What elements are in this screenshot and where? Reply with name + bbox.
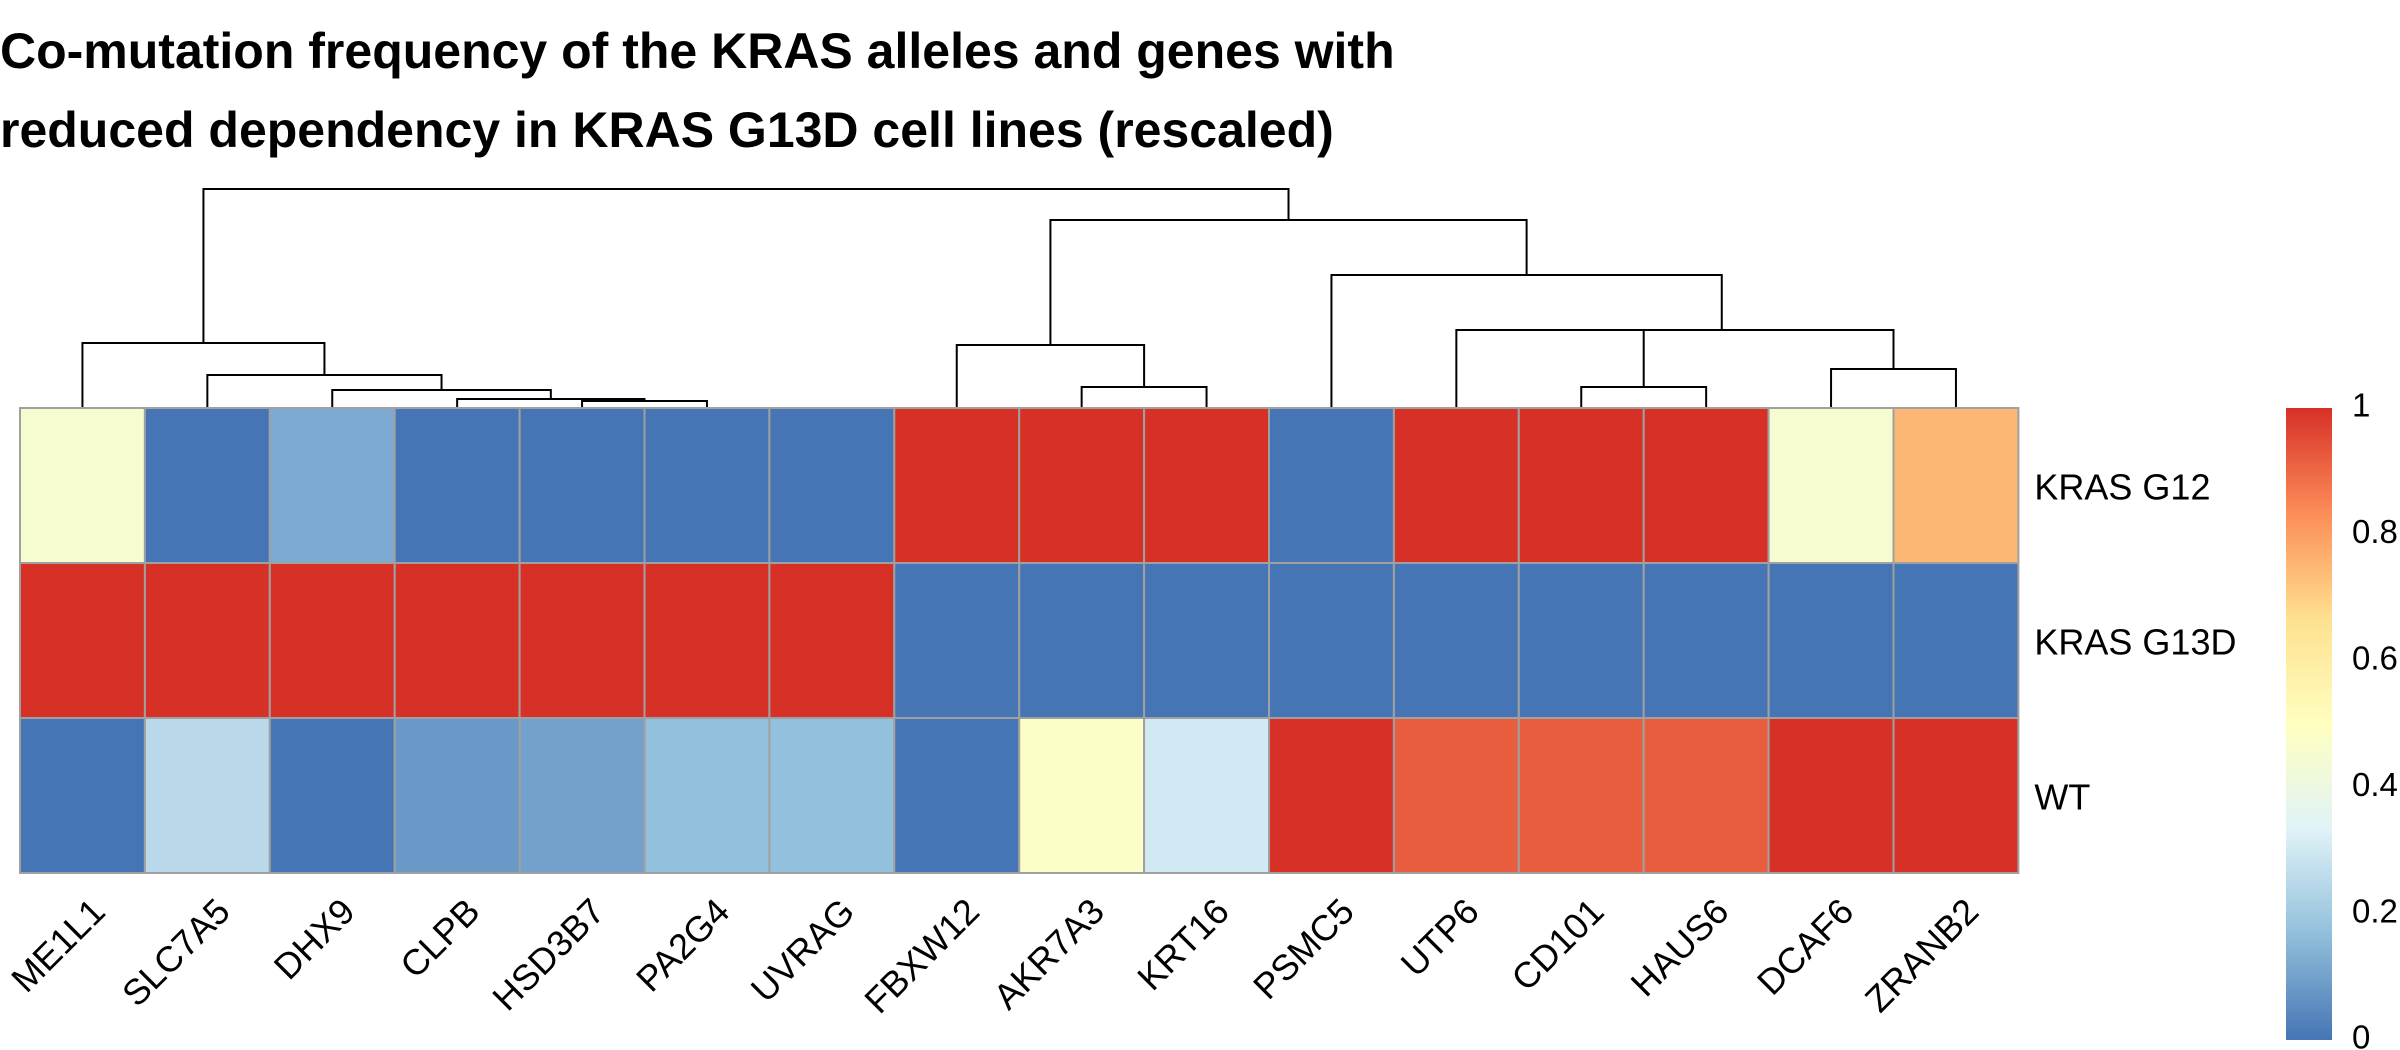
- heatmap-cell-wt-uvrag: [768, 717, 896, 874]
- dendrogram-branch: [1830, 368, 1957, 408]
- heatmap-cell-kras-g12-fbxw12: [893, 407, 1021, 564]
- heatmap-cell-kras-g12-haus6: [1642, 407, 1770, 564]
- heatmap-cell-wt-zranb2: [1892, 717, 2020, 874]
- heatmap-cell-kras-g12-dcaf6: [1767, 407, 1895, 564]
- row-label-wt: WT: [2034, 777, 2090, 818]
- dendrogram-branch: [1080, 386, 1208, 408]
- legend-tick-label: 1: [2352, 387, 2370, 424]
- dendrogram-branch: [955, 344, 1146, 408]
- heatmap-cell-kras-g12-krt16: [1143, 407, 1270, 564]
- heatmap-cell-kras-g13d-krt16: [1143, 562, 1270, 719]
- heatmap-cell-kras-g13d-psmc5: [1268, 562, 1395, 719]
- heatmap-cell-kras-g13d-fbxw12: [893, 562, 1021, 719]
- legend-tick-label: 0.2: [2352, 892, 2398, 929]
- heatmap-cells: [19, 407, 2020, 874]
- column-label-uvrag: UVRAG: [743, 890, 863, 1010]
- heatmap-cell-wt-slc7a5: [143, 717, 271, 874]
- column-label-cd101: CD101: [1503, 890, 1611, 998]
- heatmap-cell-kras-g13d-cd101: [1517, 562, 1645, 719]
- heatmap-cell-kras-g13d-me1l1: [19, 562, 146, 719]
- column-label-psmc5: PSMC5: [1245, 890, 1362, 1007]
- column-label-dcaf6: DCAF6: [1749, 890, 1861, 1002]
- color-legend: 0 0.2 0.4 0.6 0.8 1: [2286, 387, 2398, 1050]
- dendrogram-branch: [1330, 274, 1723, 408]
- row-label-kras-g13d: KRAS G13D: [2034, 622, 2236, 663]
- legend-color-bar: [2286, 408, 2332, 1040]
- column-label-clpb: CLPB: [392, 890, 487, 985]
- heatmap-cell-kras-g12-psmc5: [1268, 407, 1395, 564]
- column-label-me1l1: ME1L1: [3, 890, 113, 1000]
- heatmap-cell-wt-utp6: [1392, 717, 1520, 874]
- row-labels: KRAS G12 KRAS G13D WT: [2034, 467, 2236, 818]
- dendrogram-branch: [1580, 386, 1708, 408]
- dendrogram-branch: [202, 188, 1290, 343]
- heatmap-cell-kras-g13d-utp6: [1392, 562, 1520, 719]
- heatmap-cell-wt-cd101: [1517, 717, 1645, 874]
- column-label-slc7a5: SLC7A5: [114, 890, 238, 1014]
- column-label-dhx9: DHX9: [266, 890, 363, 987]
- heatmap-cell-kras-g12-zranb2: [1892, 407, 2020, 564]
- heatmap-cell-kras-g12-utp6: [1392, 407, 1520, 564]
- heatmap-cell-wt-hsd3b7: [518, 717, 646, 874]
- heatmap-cell-kras-g13d-uvrag: [768, 562, 896, 719]
- heatmap-cell-kras-g13d-dcaf6: [1767, 562, 1895, 719]
- heatmap-cell-kras-g13d-clpb: [393, 562, 521, 719]
- heatmap-cell-wt-haus6: [1642, 717, 1770, 874]
- heatmap-cell-kras-g12-clpb: [393, 407, 521, 564]
- heatmap-cell-wt-akr7a3: [1018, 717, 1146, 874]
- row-label-kras-g12: KRAS G12: [2034, 467, 2210, 508]
- heatmap-cell-kras-g13d-dhx9: [268, 562, 396, 719]
- heatmap-cell-kras-g13d-haus6: [1642, 562, 1770, 719]
- heatmap-cell-kras-g13d-slc7a5: [143, 562, 271, 719]
- dendrogram-branch: [581, 400, 708, 408]
- heatmap-cell-kras-g13d-pa2g4: [643, 562, 771, 719]
- chart-title-line-1: Co-mutation frequency of the KRAS allele…: [0, 23, 1395, 79]
- heatmap-cell-wt-clpb: [393, 717, 521, 874]
- heatmap-cell-kras-g13d-hsd3b7: [518, 562, 646, 719]
- column-label-pa2g4: PA2G4: [628, 890, 737, 999]
- dendrogram-branch: [1550, 329, 1895, 369]
- legend-tick-label: 0.4: [2352, 766, 2398, 803]
- heatmap-cell-wt-psmc5: [1268, 717, 1395, 874]
- heatmap-cell-kras-g12-pa2g4: [643, 407, 771, 564]
- heatmap-cell-wt-me1l1: [19, 717, 146, 874]
- chart-title-line-2: reduced dependency in KRAS G13D cell lin…: [0, 102, 1334, 158]
- column-label-zranb2: ZRANB2: [1857, 890, 1986, 1019]
- heatmap-cell-kras-g13d-zranb2: [1892, 562, 2020, 719]
- column-label-akr7a3: AKR7A3: [985, 890, 1112, 1017]
- heatmap-cell-wt-dhx9: [268, 717, 396, 874]
- column-label-utp6: UTP6: [1393, 890, 1487, 984]
- heatmap-cell-wt-krt16: [1143, 717, 1270, 874]
- dendrogram-branch: [206, 374, 443, 408]
- heatmap-cell-wt-pa2g4: [643, 717, 771, 874]
- legend-tick-label: 0.6: [2352, 640, 2398, 677]
- column-label-haus6: HAUS6: [1623, 890, 1737, 1004]
- heatmap-cell-kras-g13d-akr7a3: [1018, 562, 1146, 719]
- column-label-krt16: KRT16: [1129, 890, 1237, 998]
- dendrogram-branch: [1049, 219, 1528, 345]
- legend-tick-label: 0: [2352, 1019, 2370, 1050]
- heatmap-cell-kras-g12-dhx9: [268, 407, 396, 564]
- legend-tick-label: 0.8: [2352, 513, 2398, 550]
- column-label-hsd3b7: HSD3B7: [484, 890, 612, 1018]
- heatmap-cell-kras-g12-cd101: [1517, 407, 1645, 564]
- heatmap-cell-wt-dcaf6: [1767, 717, 1895, 874]
- heatmap-cell-wt-fbxw12: [893, 717, 1021, 874]
- heatmap-cell-kras-g12-hsd3b7: [518, 407, 646, 564]
- column-label-fbxw12: FBXW12: [856, 890, 987, 1021]
- column-dendrogram: [81, 188, 1957, 408]
- heatmap-cell-kras-g12-uvrag: [768, 407, 896, 564]
- heatmap-cell-kras-g12-slc7a5: [143, 407, 271, 564]
- heatmap-cell-kras-g12-akr7a3: [1018, 407, 1146, 564]
- dendrogram-branch: [1455, 329, 1645, 408]
- heatmap-cell-kras-g12-me1l1: [19, 407, 146, 564]
